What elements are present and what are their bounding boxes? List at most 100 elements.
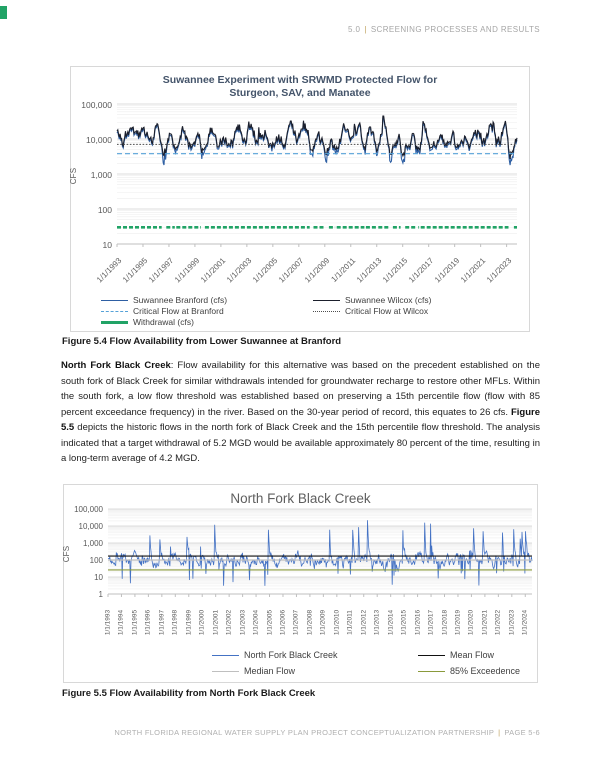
legend-item-critical-flow-at-wilcox: Critical Flow at Wilcox <box>313 306 529 316</box>
header-section-number: 5.0 <box>348 25 361 34</box>
figure-5-4-caption: Figure 5.4 Flow Availability from Lower … <box>62 336 342 347</box>
legend-item-mean-flow: Mean Flow <box>418 650 537 660</box>
y-axis: CFS 100,000 10,000 1,000 100 10 <box>69 100 117 250</box>
x-tick-label: 1/1/2023 <box>508 609 516 636</box>
x-tick-label: 1/1/1997 <box>158 609 166 636</box>
x-tick-label: 1/1/2010 <box>333 609 341 636</box>
legend-swatch <box>313 299 340 301</box>
x-tick-label: 1/1/1994 <box>117 609 125 636</box>
x-tick-label: 1/1/2000 <box>198 609 206 636</box>
legend-item-critical-flow-at-branford: Critical Flow at Branford <box>101 306 313 316</box>
legend-item-suwannee-wilcox-cfs: Suwannee Wilcox (cfs) <box>313 295 529 305</box>
x-tick-label: 1/1/2015 <box>400 609 408 636</box>
legend-swatch <box>212 670 239 672</box>
x-tick-label: 1/1/2018 <box>441 609 448 636</box>
legend-swatch <box>212 654 239 656</box>
x-tick-label: 1/1/2022 <box>494 609 502 636</box>
legend-swatch <box>313 310 340 312</box>
y-tick-label: 100 <box>89 556 103 565</box>
y-tick-label: 10 <box>94 573 103 582</box>
x-tick-label: 1/1/2009 <box>319 609 327 636</box>
legend-item-suwannee-branford-cfs: Suwannee Branford (cfs) <box>101 295 313 305</box>
x-tick-label: 1/1/2013 <box>373 609 381 636</box>
legend-label: Suwannee Branford (cfs) <box>133 295 228 305</box>
y-axis: CFS 100,000 10,000 1,000 100 10 1 <box>61 505 108 599</box>
figure-5-4-chart: Suwannee Experiment with SRWMD Protected… <box>69 66 530 332</box>
y-tick-label: 100,000 <box>74 505 103 514</box>
chart-title: North Fork Black Creek <box>230 491 371 506</box>
corner-marker <box>0 6 7 19</box>
series-suwannee-wilcox-cfs <box>116 115 518 159</box>
chart-legend: North Fork Black Creek Mean Flow Median Fl… <box>212 650 537 676</box>
x-tick-label: 1/1/1996 <box>144 609 152 636</box>
x-tick-label: 1/1/2001 <box>212 609 220 636</box>
x-tick-label: 1/1/1998 <box>171 609 179 636</box>
y-axis-title: CFS <box>61 545 71 562</box>
plot-area: CFS 100,000 10,000 1,000 100 10 1 <box>61 505 537 602</box>
legend-swatch <box>101 299 128 301</box>
legend-label: Withdrawal (cfs) <box>133 317 194 327</box>
legend-label: Mean Flow <box>450 650 495 660</box>
legend-label: North Fork Black Creek <box>244 650 338 660</box>
gridlines <box>117 103 517 245</box>
page-header: 5.0 | SCREENING PROCESSES AND RESULTS <box>348 25 540 34</box>
footer-page-number: PAGE 5-6 <box>504 728 540 737</box>
series-lines <box>107 520 533 586</box>
header-separator: | <box>364 25 367 34</box>
x-tick-label: 1/1/2016 <box>414 609 422 636</box>
x-tick-label: 1/1/2003 <box>239 609 247 636</box>
legend-label: 85% Exceedence <box>450 666 521 676</box>
x-axis-labels: 1/1/1993 1/1/1994 1/1/1995 1/1/1996 1/1/1997… <box>105 602 532 648</box>
x-tick-label: 1/1/2002 <box>225 609 233 636</box>
x-tick-label: 1/1/2006 <box>279 609 287 636</box>
x-tick-label: 1/1/2004 <box>252 609 260 636</box>
paragraph-text-2: depicts the historic flows in the north … <box>61 422 540 464</box>
figure-5-5-chart: North Fork Black Creek CFS 100,000 10,000 1… <box>61 484 538 683</box>
x-axis <box>107 593 532 597</box>
plot-svg <box>107 508 533 597</box>
legend-swatch <box>418 670 445 672</box>
legend-swatch <box>101 310 128 312</box>
y-tick-label: 1 <box>98 590 103 599</box>
figure-5-5-caption: Figure 5.5 Flow Availability from North … <box>62 688 316 699</box>
x-tick-label: 1/1/1993 <box>104 609 112 636</box>
x-tick-label: 1/1/1999 <box>185 609 193 636</box>
x-tick-label: 1/1/2017 <box>427 609 435 636</box>
page-footer: NORTH FLORIDA REGIONAL WATER SUPPLY PLAN… <box>114 728 540 737</box>
x-tick-label: 1/1/2024 <box>521 609 529 636</box>
x-tick-label: 1/1/2014 <box>387 609 395 636</box>
x-tick-label: 1/1/2007 <box>292 609 300 636</box>
y-tick-label: 100,000 <box>81 100 112 110</box>
y-tick-label: 1,000 <box>90 170 112 180</box>
chart-title-line-2: Sturgeon, SAV, and Manatee <box>229 87 371 99</box>
y-tick-label: 100 <box>97 205 112 215</box>
legend-label: Critical Flow at Branford <box>133 306 224 316</box>
body-paragraph: North Fork Black Creek: Flow availabilit… <box>61 358 540 467</box>
x-axis <box>116 243 517 247</box>
series-north-fork-black-creek <box>107 520 533 586</box>
x-tick-label: 1/1/2005 <box>266 609 274 636</box>
chart-title-line-1: Suwannee Experiment with SRWMD Protected… <box>162 74 438 86</box>
x-tick-label: 1/1/2021 <box>481 609 489 636</box>
x-tick-label: 1/1/2011 <box>346 610 354 635</box>
series-suwannee-branford-cfs <box>116 117 518 166</box>
legend-label: Median Flow <box>244 666 296 676</box>
legend-swatch <box>101 320 128 324</box>
gridlines <box>108 508 532 595</box>
legend-label: Suwannee Wilcox (cfs) <box>345 295 432 305</box>
chart-legend: Suwannee Branford (cfs) Suwannee Wilcox (… <box>101 295 529 327</box>
legend-item-north-fork-black-creek: North Fork Black Creek <box>212 650 418 660</box>
legend-item-85-exceedence: 85% Exceedence <box>418 666 537 676</box>
footer-text: NORTH FLORIDA REGIONAL WATER SUPPLY PLAN… <box>114 728 495 737</box>
x-tick-label: 1/1/2019 <box>454 609 462 636</box>
x-tick-label: 1/1/2020 <box>467 609 475 636</box>
y-tick-label: 10,000 <box>78 522 103 531</box>
footer-separator: | <box>498 728 501 737</box>
legend-item-withdrawal-cfs: Withdrawal (cfs) <box>101 317 313 327</box>
plot-svg <box>116 103 518 247</box>
legend-label: Critical Flow at Wilcox <box>345 306 429 316</box>
x-tick-label: 1/1/2008 <box>306 609 314 636</box>
paragraph-lead-bold: North Fork Black Creek <box>61 360 171 371</box>
x-tick-label: 1/1/2012 <box>360 609 368 636</box>
